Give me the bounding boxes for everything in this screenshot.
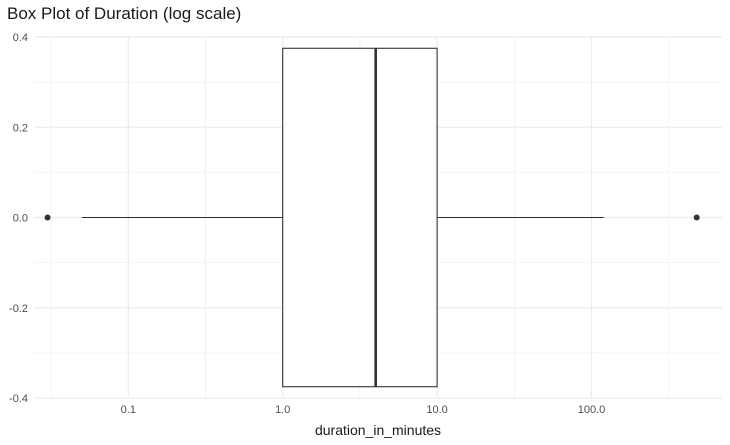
y-tick-label: 0.4 [13,32,28,44]
x-tick-label: 100.0 [578,404,606,416]
x-tick-label: 0.1 [121,404,136,416]
x-tick-label: 1.0 [275,404,290,416]
chart-title: Box Plot of Duration (log scale) [7,4,242,23]
outlier-point [44,214,51,221]
y-tick-label: 0.0 [13,213,28,225]
outlier-point [693,214,700,221]
box-plot [44,47,700,388]
y-tick-label: -0.4 [9,393,28,405]
y-tick-label: 0.2 [13,122,28,134]
x-tick-label: 10.0 [426,404,447,416]
x-axis-tick-labels: 0.1 1.0 10.0 100.0 [121,404,606,416]
x-axis-title: duration_in_minutes [315,422,441,438]
y-tick-label: -0.2 [9,303,28,315]
interquartile-box [282,47,438,388]
y-axis-tick-labels: 0.4 0.2 0.0 -0.2 -0.4 [9,32,28,405]
